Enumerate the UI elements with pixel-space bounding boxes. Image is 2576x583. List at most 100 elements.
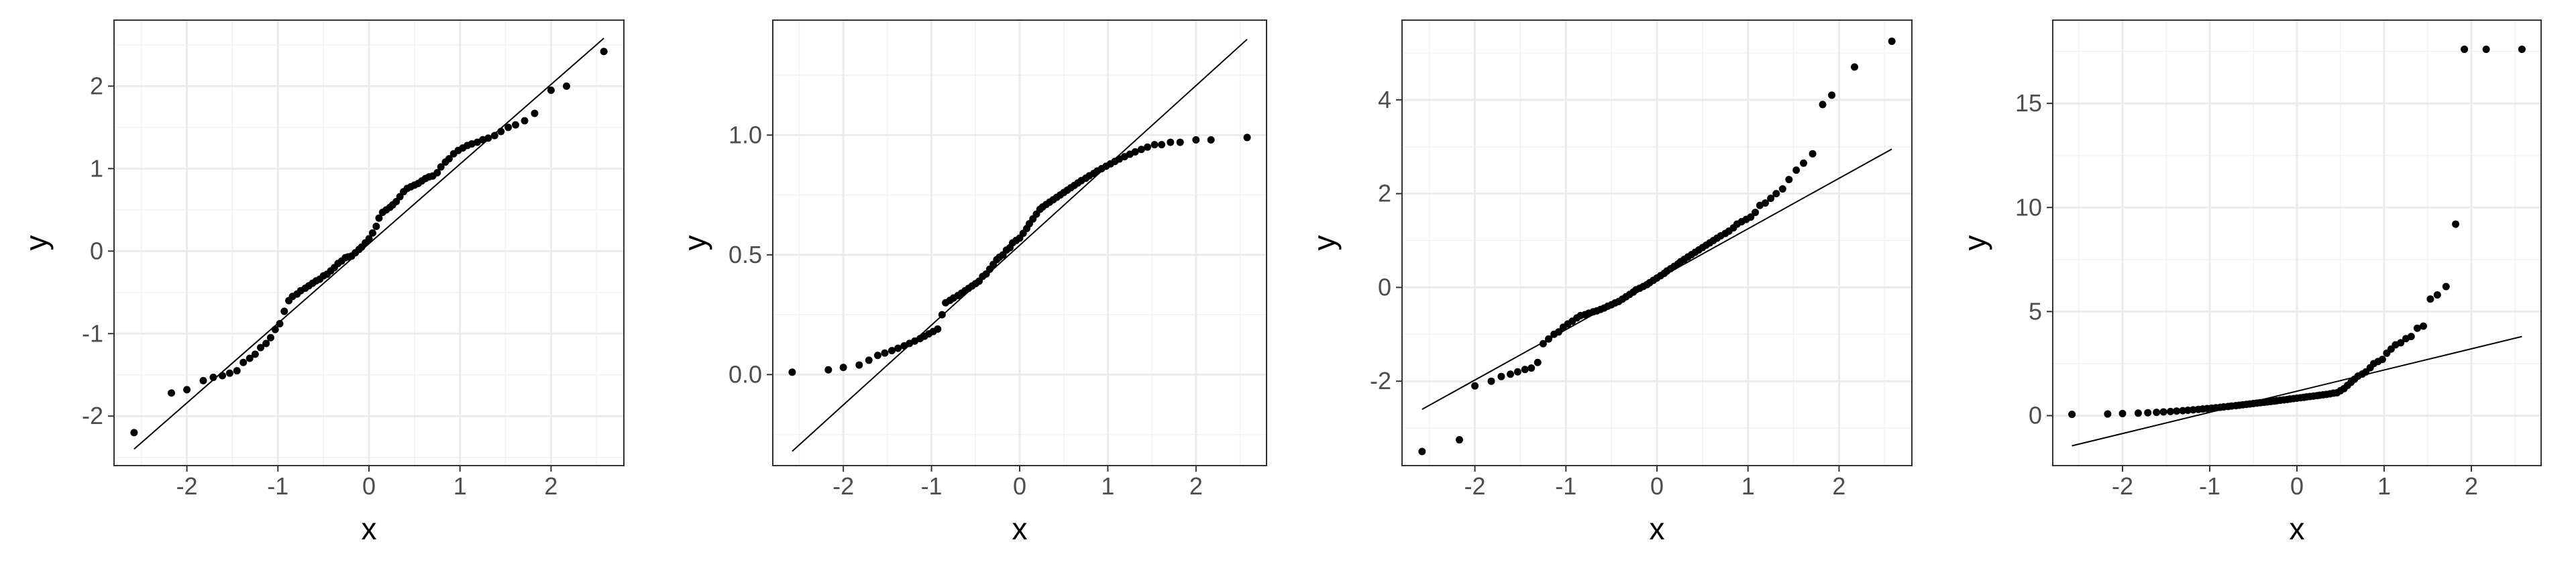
data-point xyxy=(199,376,207,384)
x-tick-label: 2 xyxy=(2465,472,2478,500)
data-points xyxy=(2068,45,2526,419)
data-point xyxy=(2420,322,2427,330)
x-tick-label: -1 xyxy=(921,472,943,500)
data-point xyxy=(375,214,383,222)
data-point xyxy=(1158,141,1166,149)
data-point xyxy=(1513,368,1521,376)
data-point xyxy=(1752,209,1760,217)
data-point xyxy=(1785,176,1793,184)
y-tick-label: -2 xyxy=(82,402,103,429)
data-point xyxy=(894,344,902,352)
data-point xyxy=(1176,138,1184,146)
data-point xyxy=(2452,220,2460,228)
data-point xyxy=(2104,410,2112,418)
x-axis-title: x xyxy=(2290,511,2305,546)
y-axis-title: y xyxy=(19,235,54,251)
x-tick-label: -2 xyxy=(2112,472,2133,500)
data-point xyxy=(1800,159,1807,167)
data-point xyxy=(1456,436,1463,444)
data-point xyxy=(251,350,259,358)
data-point xyxy=(1167,138,1175,146)
data-point xyxy=(372,222,380,230)
x-tick-label: 1 xyxy=(2377,472,2391,500)
data-point xyxy=(521,117,529,125)
data-point xyxy=(1471,382,1479,390)
data-point xyxy=(2153,409,2161,417)
y-tick-label: 4 xyxy=(1378,86,1391,113)
data-point xyxy=(1792,166,1801,174)
data-point xyxy=(1507,370,1514,378)
data-point xyxy=(1828,91,1836,99)
data-point xyxy=(888,347,896,355)
data-point xyxy=(1767,195,1775,203)
panel-4: -2 -1 0 1 2 0 5 10 15 x y xyxy=(1957,19,2542,546)
x-tick-label: -1 xyxy=(2199,472,2220,500)
y-tick-label: 5 xyxy=(2029,297,2042,325)
data-point xyxy=(865,356,873,364)
data-point xyxy=(445,155,453,163)
x-axis-title: x xyxy=(1650,511,1665,546)
x-tick-label: 1 xyxy=(1101,472,1114,500)
data-points xyxy=(1418,37,1896,456)
data-point xyxy=(2134,409,2142,417)
data-point xyxy=(1545,335,1552,343)
data-point xyxy=(130,429,138,437)
data-point xyxy=(1497,372,1505,380)
x-tick-label: -2 xyxy=(833,472,854,500)
data-point xyxy=(512,121,519,129)
data-point xyxy=(855,361,863,369)
data-point xyxy=(1762,199,1769,207)
y-tick-label: 0 xyxy=(1378,273,1391,301)
y-tick-label: -2 xyxy=(1370,367,1391,394)
data-point xyxy=(1539,339,1547,348)
data-point xyxy=(2413,324,2421,332)
data-point xyxy=(233,367,241,375)
data-points xyxy=(788,134,1251,376)
x-axis-title: x xyxy=(362,511,377,546)
data-point xyxy=(183,386,191,394)
data-point xyxy=(938,311,946,319)
y-tick-label: -1 xyxy=(82,319,103,347)
data-point xyxy=(1137,146,1145,154)
y-axis-title: y xyxy=(1957,235,1992,251)
data-point xyxy=(934,325,942,333)
data-point xyxy=(1747,213,1755,221)
data-point xyxy=(563,82,570,90)
data-point xyxy=(437,163,445,171)
data-point xyxy=(262,339,270,348)
data-point xyxy=(1521,366,1529,374)
y-tick-label: 15 xyxy=(2015,89,2042,117)
data-point xyxy=(1207,136,1215,144)
x-tick-label: -2 xyxy=(176,472,198,500)
x-axis-title: x xyxy=(1012,511,1028,546)
x-tick-label: 0 xyxy=(1013,472,1026,500)
data-point xyxy=(280,307,288,315)
x-tick-label: -2 xyxy=(1464,472,1486,500)
data-point xyxy=(1487,377,1495,385)
data-point xyxy=(1888,37,1896,45)
data-point xyxy=(531,109,539,117)
data-point xyxy=(824,366,833,374)
data-point xyxy=(1819,101,1827,109)
data-point xyxy=(2482,45,2490,53)
data-point xyxy=(484,134,492,142)
data-point xyxy=(209,373,217,381)
data-point xyxy=(1418,447,1426,456)
data-point xyxy=(881,349,889,357)
data-point xyxy=(1809,150,1817,158)
data-point xyxy=(490,131,498,140)
panel-3: -2 -1 0 1 2 -2 0 2 4 x y xyxy=(1307,19,1913,546)
data-points xyxy=(130,48,608,437)
data-point xyxy=(2173,407,2181,415)
data-point xyxy=(839,364,847,372)
data-point xyxy=(1772,190,1780,198)
data-point xyxy=(368,229,376,237)
data-point xyxy=(1554,328,1562,336)
data-point xyxy=(271,325,279,333)
y-tick-label: 2 xyxy=(1378,180,1391,207)
data-point xyxy=(219,372,226,380)
reference-line xyxy=(2072,335,2522,447)
data-point xyxy=(2426,295,2434,303)
data-point xyxy=(1527,364,1536,372)
